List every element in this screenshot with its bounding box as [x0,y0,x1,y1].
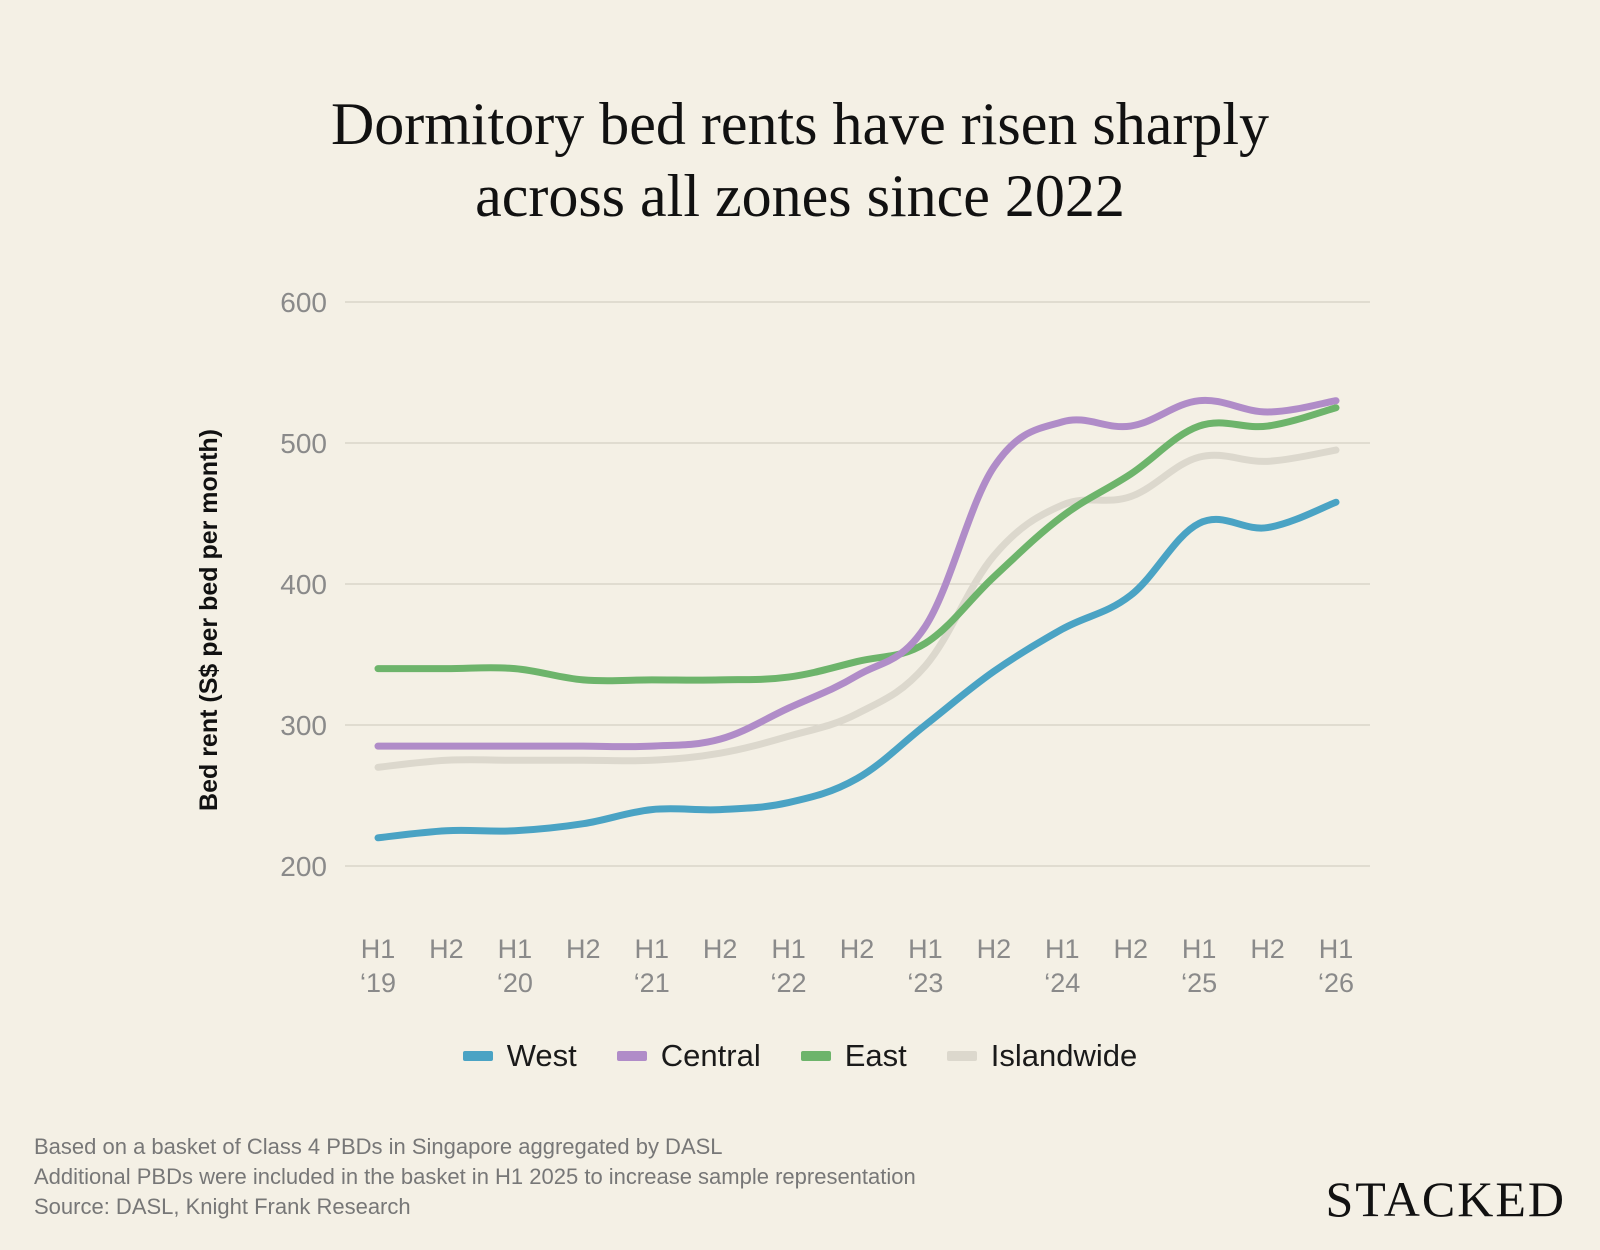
x-tick-year-label: ‘24 [1044,968,1080,998]
title-line-2: across all zones since 2022 [475,163,1125,229]
legend: West Central East Islandwide [0,1038,1600,1074]
series-line-east [374,404,1340,685]
series-line-west [374,498,1340,842]
brand-logo: STACKED [1325,1171,1566,1227]
series-line-islandwide [374,446,1340,771]
x-tick-label: H1 [1045,934,1080,964]
legend-swatch-west [462,1051,493,1061]
y-tick-label-200: 200 [280,851,327,882]
footnote-additional: Additional PBDs were included in the bas… [34,1164,916,1189]
title-line-1: Dormitory bed rents have risen sharply [330,91,1270,157]
x-tick-label: H1 [634,934,669,964]
x-tick-year-label: ‘22 [771,968,807,998]
x-tick-label: H1 [361,934,396,964]
x-tick-year-label: ‘20 [497,968,533,998]
legend-swatch-east [800,1051,831,1061]
y-tick-labels: 200 300 400 500 600 [280,287,327,882]
legend-swatch-central [616,1051,647,1061]
x-tick-label: H2 [1113,934,1148,964]
y-tick-label-300: 300 [280,710,327,741]
legend-label-central: Central [660,1038,761,1073]
footnote-basket: Based on a basket of Class 4 PBDs in Sin… [34,1134,723,1159]
x-tick-year-label: ‘23 [907,968,943,998]
y-tick-label-500: 500 [280,428,327,459]
y-axis-label: Bed rent (S$ per bed per month) [195,429,223,811]
x-tick-label: H2 [703,934,738,964]
x-tick-year-label: ‘26 [1318,968,1354,998]
x-tick-label: H1 [771,934,806,964]
x-tick-label: H1 [1319,934,1354,964]
legend-swatch-islandwide [946,1051,977,1061]
x-tick-label: H1 [908,934,943,964]
series-lines [374,396,1340,842]
x-tick-label: H2 [566,934,601,964]
x-tick-year-label: ‘19 [360,968,396,998]
y-tick-label-400: 400 [280,569,327,600]
legend-label-islandwide: Islandwide [990,1038,1138,1073]
line-chart: 200 300 400 500 600 H1 ‘19 H2 H1 ‘20 H2 H1 ‘21 H2 H1 ‘… [195,287,1370,998]
x-tick-label: H2 [429,934,464,964]
grid-layer [345,301,1370,867]
legend-item-west: West [462,1038,577,1074]
x-tick-year-label: ‘21 [634,968,670,998]
footnotes: Based on a basket of Class 4 PBDs in Sin… [34,1132,916,1222]
x-tick-labels: H1 ‘19 H2 H1 ‘20 H2 H1 ‘21 H2 H1 ‘22 H2 H1 ‘23 H2 H1 ‘24… [360,934,1354,998]
x-tick-year-label: ‘25 [1181,968,1217,998]
x-tick-label: H2 [1250,934,1285,964]
legend-label-west: West [506,1038,577,1073]
footnote-source: Source: DASL, Knight Frank Research [34,1194,411,1219]
x-tick-label: H2 [840,934,875,964]
x-tick-label: H1 [498,934,533,964]
series-line-central [374,396,1340,751]
x-tick-label: H1 [1182,934,1217,964]
legend-item-east: East [800,1038,907,1074]
legend-item-central: Central [616,1038,761,1074]
legend-item-islandwide: Islandwide [946,1038,1138,1074]
chart-title: Dormitory bed rents have risen sharply a… [0,88,1600,232]
x-tick-label: H2 [977,934,1012,964]
y-tick-label-600: 600 [280,287,327,318]
legend-label-east: East [844,1038,907,1073]
